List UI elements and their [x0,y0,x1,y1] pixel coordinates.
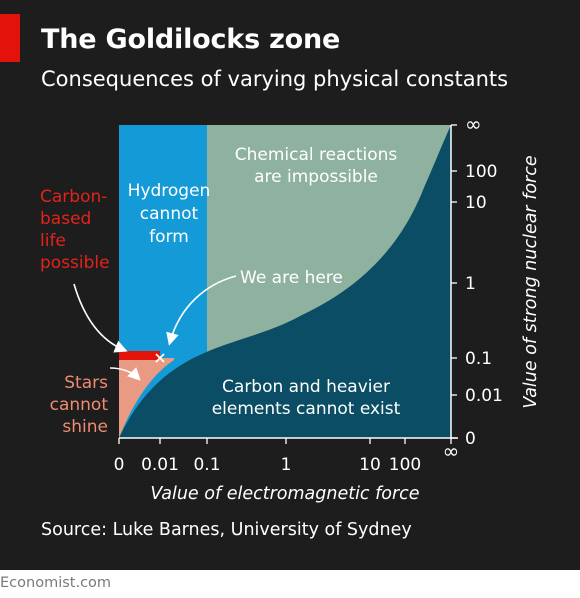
x-tick-label: 10 [359,455,381,475]
x-tick-label: 0 [114,455,125,475]
label-stars-cannot-shine: Stars cannot shine [50,373,109,437]
label-hydrogen-cannot-form: Hydrogen cannot form [128,181,211,247]
label-we-are-here: We are here [240,268,343,288]
label-chemical-reactions-impossible: Chemical reactions are impossible [235,145,398,187]
x-tick-label: ∞ [443,439,460,463]
y-tick-label: 0 [465,429,476,449]
arrow-stars-region [109,367,141,381]
x-tick-label: 1 [281,455,292,475]
y-tick-label: 1 [465,274,476,294]
x-axis-label: Value of electromagnetic force [150,484,419,504]
y-tick-label: ∞ [465,112,482,136]
source-note: Source: Luke Barnes, University of Sydne… [41,520,412,540]
brand-mark: Economist.com [0,575,112,591]
y-tick-label: 0.1 [465,349,492,369]
x-tick-label: 0.1 [193,455,220,475]
region-carbon-cannot-exist [119,125,451,438]
chart-subtitle: Consequences of varying physical constan… [41,67,509,91]
we-are-here-marker [155,353,165,363]
arrow-life-to-band [73,283,128,353]
brand-accent-bar [0,14,20,62]
y-axis-label: Value of strong nuclear force [521,155,541,408]
y-tick-label: 0.01 [465,386,503,406]
x-tick-label: 0.01 [141,455,179,475]
chart-title: The Goldilocks zone [41,24,341,55]
x-tick-label: 100 [389,455,421,475]
arrow-we-are-here [166,275,237,346]
y-tick-label: 10 [465,193,487,213]
y-tick-label: 100 [465,162,497,182]
region-carbon-based-life [119,351,160,360]
label-carbon-based-life: Carbon-based life possible [40,187,110,273]
label-carbon-cannot-exist: Carbon and heavier elements cannot exist [212,377,401,419]
